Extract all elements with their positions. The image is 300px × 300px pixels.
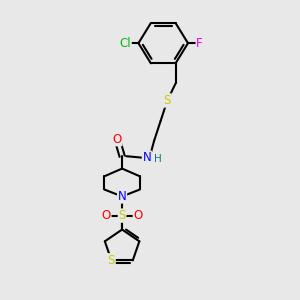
Text: O: O — [133, 209, 142, 222]
Text: O: O — [112, 133, 122, 146]
Text: F: F — [196, 37, 203, 50]
Text: S: S — [108, 254, 115, 267]
Text: N: N — [118, 190, 127, 203]
Text: N: N — [142, 151, 151, 164]
Text: Cl: Cl — [119, 37, 131, 50]
Text: S: S — [118, 209, 126, 222]
Text: O: O — [102, 209, 111, 222]
Text: S: S — [164, 94, 171, 107]
Text: H: H — [154, 154, 161, 164]
